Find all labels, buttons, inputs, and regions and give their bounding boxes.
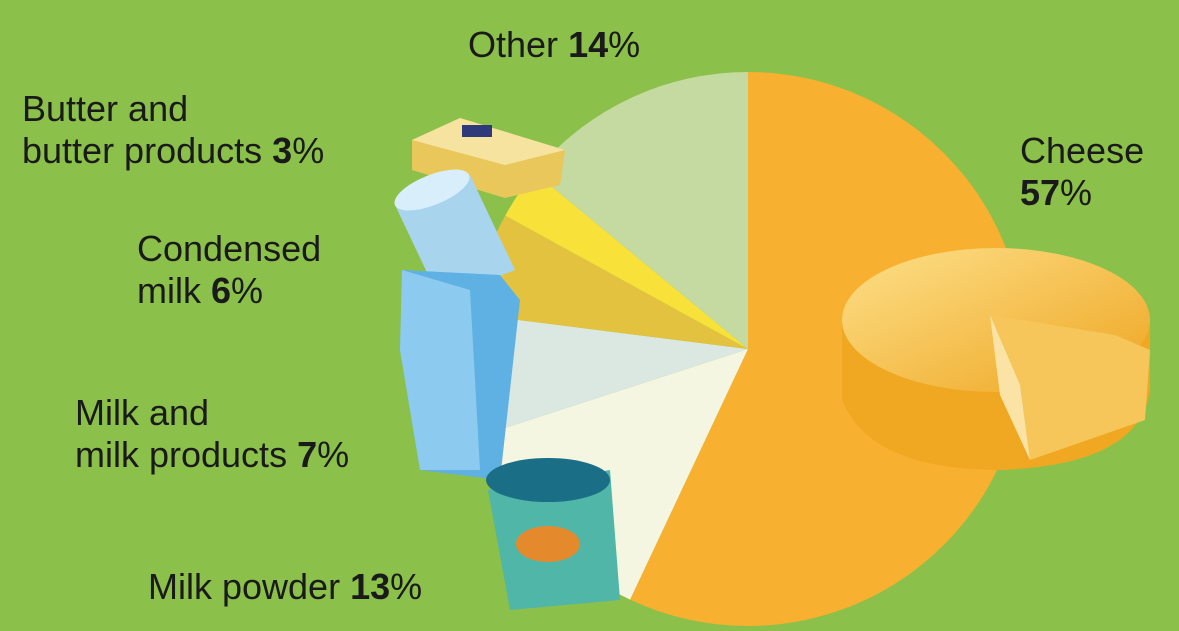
pie-slice xyxy=(630,72,1025,626)
category-label: Condensed milk xyxy=(137,228,322,311)
category-label: Cheese xyxy=(1020,130,1145,171)
slice-label: Other 14% xyxy=(468,24,640,66)
unit-label: % xyxy=(292,130,325,171)
unit-label: % xyxy=(1060,172,1093,213)
category-label: Other xyxy=(468,24,559,65)
slice-label: Butter and butter products 3% xyxy=(22,88,324,172)
condensed-milk-illustration xyxy=(394,169,515,300)
slice-label: Milk and milk products 7% xyxy=(75,392,349,476)
value-label: 6 xyxy=(211,270,232,311)
unit-label: % xyxy=(231,270,264,311)
value-label: 13 xyxy=(350,566,391,607)
value-label: 14 xyxy=(568,24,609,65)
value-label: 7 xyxy=(297,434,318,475)
pie-slice xyxy=(473,215,748,349)
category-label: Milk and milk products xyxy=(75,392,288,475)
category-label: Milk powder xyxy=(148,566,341,607)
cheese-illustration xyxy=(842,248,1150,470)
value-label: 57 xyxy=(1020,172,1061,213)
slice-label: Milk powder 13% xyxy=(148,566,422,608)
milk-carton-illustration xyxy=(400,270,520,480)
pie-slice xyxy=(534,71,748,349)
category-label: Butter and butter products xyxy=(22,88,263,171)
unit-label: % xyxy=(317,434,350,475)
value-label: 3 xyxy=(272,130,293,171)
unit-label: % xyxy=(390,566,423,607)
milk-powder-illustration xyxy=(486,458,620,610)
pie-slice xyxy=(505,172,748,349)
slice-label: Cheese 57% xyxy=(1020,130,1144,214)
slice-label: Condensed milk 6% xyxy=(137,228,321,312)
pie-slice xyxy=(471,314,748,435)
unit-label: % xyxy=(608,24,641,65)
